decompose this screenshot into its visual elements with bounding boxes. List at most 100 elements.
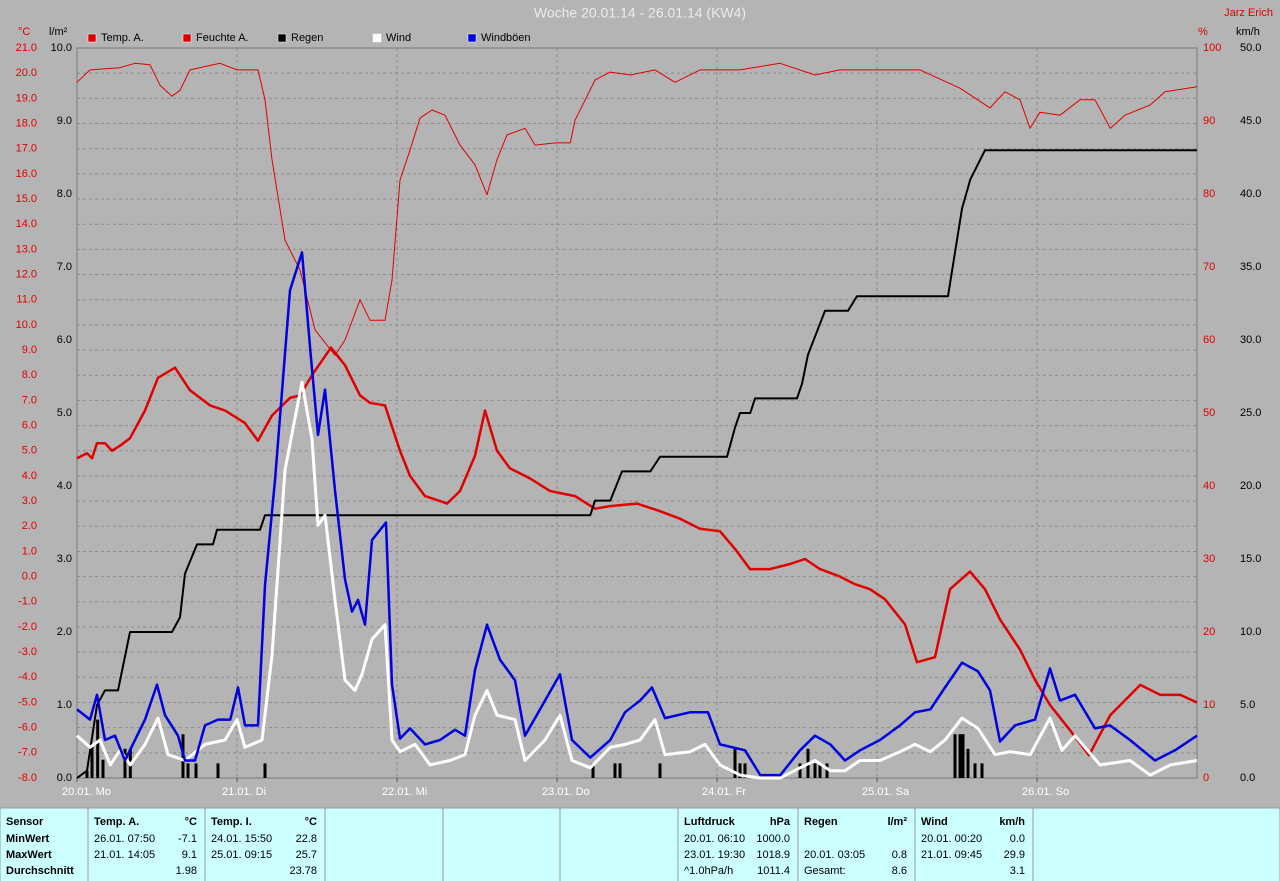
y-tick-label: 13.0 bbox=[16, 243, 37, 255]
stats-panel bbox=[0, 808, 1280, 881]
cell-label: 20.01. 06:10 bbox=[684, 833, 745, 845]
y3-tick-label: 10.0 bbox=[51, 42, 72, 54]
x-tick-label: 25.01. Sa bbox=[862, 786, 910, 798]
row-label: Durchschnitt bbox=[6, 865, 74, 877]
cell-label: Gesamt: bbox=[804, 865, 846, 877]
y-tick-label: -4.0 bbox=[18, 671, 37, 683]
legend-label: Feuchte A. bbox=[196, 32, 249, 44]
rain-bar bbox=[813, 763, 817, 778]
y3-tick-label: 9.0 bbox=[57, 115, 72, 127]
rain-bar bbox=[186, 763, 190, 778]
column-title: Luftdruck bbox=[684, 816, 736, 828]
column-unit: km/h bbox=[999, 816, 1025, 828]
cell-value: 1018.9 bbox=[756, 849, 790, 861]
y4-tick-label: 40.0 bbox=[1240, 188, 1261, 200]
y2-tick-label: 20 bbox=[1203, 626, 1215, 638]
y2-tick-label: 0 bbox=[1203, 772, 1209, 784]
cell-value: 1.98 bbox=[176, 865, 197, 877]
cell-value: 29.9 bbox=[1004, 849, 1025, 861]
rain-bar bbox=[101, 759, 105, 778]
y2-unit: % bbox=[1198, 26, 1208, 38]
x-tick-label: 22.01. Mi bbox=[382, 786, 427, 798]
x-tick-label: 24.01. Fr bbox=[702, 786, 746, 798]
cell-label: 21.01. 09:45 bbox=[921, 849, 982, 861]
y2-tick-label: 60 bbox=[1203, 334, 1215, 346]
y-tick-label: 1.0 bbox=[22, 545, 37, 557]
rain-bar bbox=[658, 763, 662, 778]
column-title: Temp. I. bbox=[211, 816, 252, 828]
y4-tick-label: 30.0 bbox=[1240, 334, 1261, 346]
y-tick-label: 17.0 bbox=[16, 143, 37, 155]
y-tick-label: 2.0 bbox=[22, 520, 37, 532]
cell-value: 9.1 bbox=[182, 849, 197, 861]
y2-tick-label: 100 bbox=[1203, 42, 1221, 54]
y-tick-label: -8.0 bbox=[18, 772, 37, 784]
y4-tick-label: 25.0 bbox=[1240, 407, 1261, 419]
legend-label: Windböen bbox=[481, 32, 531, 44]
x-tick-label: 23.01. Do bbox=[542, 786, 590, 798]
rain-bar bbox=[85, 770, 89, 778]
y3-tick-label: 6.0 bbox=[57, 334, 72, 346]
y3-tick-label: 3.0 bbox=[57, 553, 72, 565]
y4-tick-label: 50.0 bbox=[1240, 42, 1261, 54]
column-unit: hPa bbox=[770, 816, 791, 828]
y3-tick-label: 5.0 bbox=[57, 407, 72, 419]
y-tick-label: 7.0 bbox=[22, 394, 37, 406]
rain-bar bbox=[961, 734, 965, 778]
column-title: Regen bbox=[804, 816, 838, 828]
y3-tick-label: 0.0 bbox=[57, 772, 72, 784]
rain-bar bbox=[825, 763, 829, 778]
legend-swatch bbox=[372, 33, 382, 43]
x-tick-label: 26.01. So bbox=[1022, 786, 1069, 798]
legend-swatch bbox=[182, 33, 192, 43]
y-tick-label: -3.0 bbox=[18, 646, 37, 658]
y-tick-label: 12.0 bbox=[16, 268, 37, 280]
rain-bar bbox=[194, 763, 198, 778]
y-tick-label: 5.0 bbox=[22, 445, 37, 457]
y4-tick-label: 20.0 bbox=[1240, 480, 1261, 492]
rain-bar bbox=[980, 763, 984, 778]
y3-tick-label: 8.0 bbox=[57, 188, 72, 200]
cell-value: 3.1 bbox=[1010, 865, 1025, 877]
rain-bar bbox=[591, 763, 595, 778]
y-tick-label: 14.0 bbox=[16, 218, 37, 230]
legend-swatch bbox=[467, 33, 477, 43]
rain-bar bbox=[743, 763, 747, 778]
row-label: MaxWert bbox=[6, 849, 52, 861]
author: Jarz Erich bbox=[1224, 7, 1273, 19]
cell-value: 0.0 bbox=[1010, 833, 1025, 845]
cell-label: 20.01. 03:05 bbox=[804, 849, 865, 861]
rain-bar bbox=[618, 763, 622, 778]
cell-value: 8.6 bbox=[892, 865, 907, 877]
cell-label: ^1.0hPa/h bbox=[684, 865, 733, 877]
y-tick-label: -1.0 bbox=[18, 596, 37, 608]
y3-tick-label: 1.0 bbox=[57, 699, 72, 711]
cell-label: 23.01. 19:30 bbox=[684, 849, 745, 861]
y2-tick-label: 90 bbox=[1203, 115, 1215, 127]
y2-tick-label: 80 bbox=[1203, 188, 1215, 200]
rain-bar bbox=[123, 748, 127, 778]
plot-frame bbox=[76, 47, 1198, 779]
y-tick-label: 21.0 bbox=[16, 42, 37, 54]
cell-value: 22.8 bbox=[296, 833, 317, 845]
rain-bar bbox=[818, 763, 822, 778]
cell-label: 24.01. 15:50 bbox=[211, 833, 272, 845]
y4-tick-label: 5.0 bbox=[1240, 699, 1255, 711]
cell-label: 21.01. 14:05 bbox=[94, 849, 155, 861]
series-line bbox=[76, 380, 1198, 780]
y-tick-label: 11.0 bbox=[16, 294, 37, 306]
chart-title: Woche 20.01.14 - 26.01.14 (KW4) bbox=[534, 5, 746, 21]
series-line bbox=[76, 62, 1198, 356]
y4-tick-label: 15.0 bbox=[1240, 553, 1261, 565]
rain-bar bbox=[973, 763, 977, 778]
legend-swatch bbox=[277, 33, 287, 43]
y-tick-label: 8.0 bbox=[22, 369, 37, 381]
y-tick-label: 9.0 bbox=[22, 344, 37, 356]
y-tick-label: -6.0 bbox=[18, 722, 37, 734]
rain-bar bbox=[733, 748, 737, 778]
y2-tick-label: 10 bbox=[1203, 699, 1215, 711]
y-tick-label: -7.0 bbox=[18, 747, 37, 759]
cell-label: 26.01. 07:50 bbox=[94, 833, 155, 845]
